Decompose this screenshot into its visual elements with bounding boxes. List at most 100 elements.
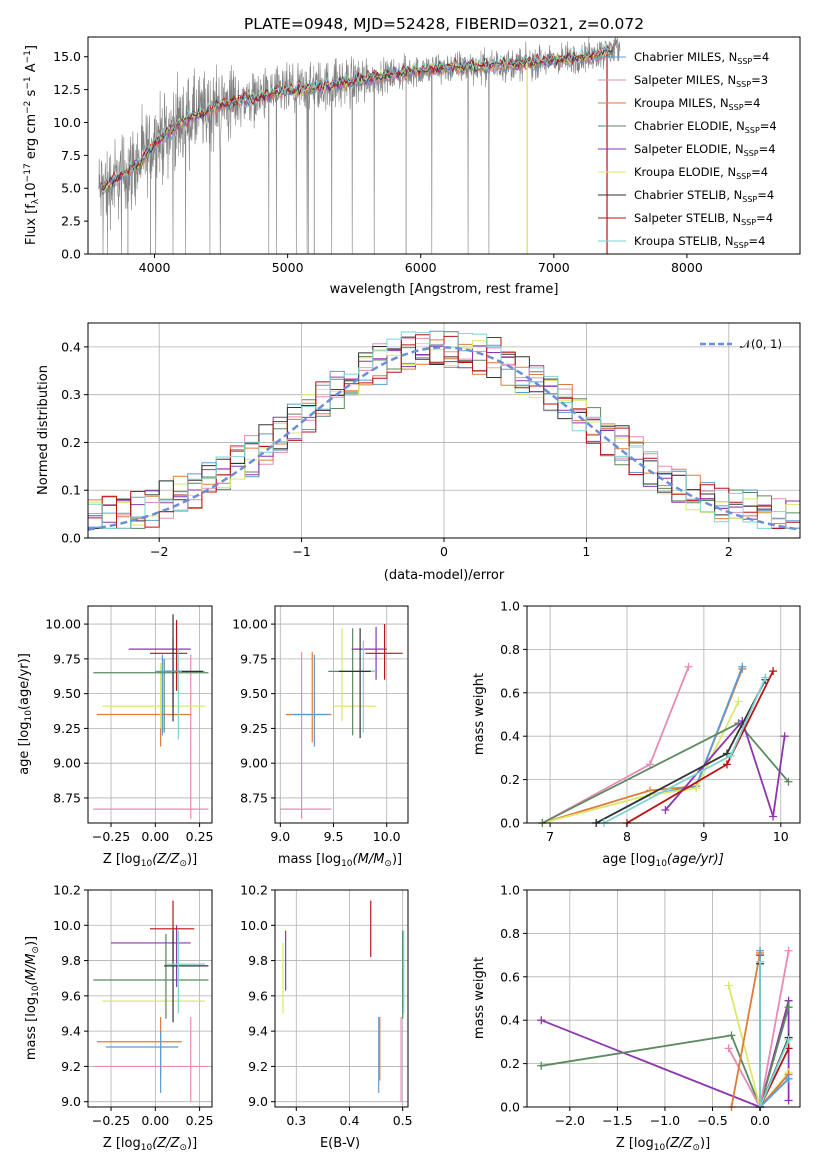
x-tick-label: 8000 <box>671 260 703 275</box>
y-tick-label: 9.4 <box>248 1024 268 1039</box>
weight-marker <box>738 662 747 671</box>
y-tick-label: 15.0 <box>53 49 81 64</box>
residual-histogram <box>88 331 800 529</box>
residual-histogram <box>88 334 800 529</box>
weight-z-panel: −2.0 −1.5 −1.0 −0.5 0.0 0.0 0.2 0.4 0.6 0.8 1.0 Z … <box>472 883 801 1153</box>
weight-marker <box>780 732 789 741</box>
y-tick-label: 0.2 <box>500 772 520 787</box>
y-tick-label: 0.0 <box>61 247 81 262</box>
y-tick-label: 9.2 <box>248 1059 268 1074</box>
x-tick-label: 0.4 <box>340 1113 360 1128</box>
y-tick-label: 9.0 <box>61 1094 81 1109</box>
x-tick-label: 0.00 <box>141 1113 169 1128</box>
y-tick-label: 1.0 <box>500 883 520 898</box>
weight-marker <box>784 1044 793 1053</box>
weight-marker <box>724 1044 733 1053</box>
weight-marker <box>784 946 793 955</box>
x-tick-label: 0.5 <box>393 1113 413 1128</box>
x-tick-label: 0.25 <box>186 829 214 844</box>
weight-z-frame <box>526 889 801 1108</box>
y-tick-label: 0.3 <box>61 387 81 402</box>
legend-entry: Chabrier STELIB, NSSP=4 <box>634 188 774 204</box>
y-tick-label: 9.0 <box>248 1094 268 1109</box>
x-tick-label: −0.25 <box>92 1113 130 1128</box>
x-tick-label: 9 <box>700 829 708 844</box>
x-tick-label: −1.0 <box>650 1113 680 1128</box>
mass-z-panel: −0.25 0.00 0.25 9.0 9.2 9.4 9.6 9.8 10.0 10.2 Z [… <box>24 883 214 1154</box>
weight-marker <box>734 697 743 706</box>
weight-marker <box>646 760 655 769</box>
y-tick-label: 0.6 <box>500 685 520 700</box>
y-tick-label: 8.75 <box>53 790 81 805</box>
mass-z-xlabel: Z [log10(Z/Z⊙)] <box>103 1136 197 1153</box>
x-tick-label: 0.25 <box>186 1113 214 1128</box>
weight-marker <box>784 1096 793 1105</box>
age-mass-xlabel: mass [log10(M/M⊙)] <box>278 852 402 869</box>
age-z-panel: −0.25 0.00 0.25 8.75 9.00 9.25 9.50 9.75 10.00 Z… <box>17 605 214 869</box>
x-tick-label: 10 <box>773 829 789 844</box>
mass-ebv-panel: 0.3 0.4 0.5 9.0 9.2 9.4 9.6 9.8 10.0 10.2 E(B-V) <box>240 883 412 1152</box>
weight-marker <box>756 946 765 955</box>
y-tick-label: 0.0 <box>500 1100 520 1115</box>
weight-z-xlabel: Z [log10(Z/Z⊙)] <box>616 1136 710 1153</box>
x-tick-label: 8 <box>623 829 631 844</box>
y-tick-label: 0.8 <box>500 926 520 941</box>
age-z-xlabel: Z [log10(Z/Z⊙)] <box>103 852 197 869</box>
x-tick-label: −1.5 <box>602 1113 632 1128</box>
x-tick-label: −2.0 <box>555 1113 585 1128</box>
weight-series-line <box>541 1006 790 1110</box>
y-tick-label: 9.00 <box>53 756 81 771</box>
mass-ebv-xlabel: E(B-V) <box>320 1136 360 1151</box>
age-z-ylabel: age [log10(age/yr)] <box>17 653 34 775</box>
weight-marker <box>684 662 693 671</box>
legend-entry: Chabrier ELODIE, NSSP=4 <box>634 119 777 135</box>
weight-marker <box>727 1031 736 1040</box>
y-tick-label: 10.00 <box>232 617 268 632</box>
x-tick-label: −1 <box>292 544 310 559</box>
residual-panel: −2 −1 0 1 2 0.0 0.1 0.2 0.3 0.4 (data-model)/erro… <box>36 322 801 583</box>
y-tick-label: 0.1 <box>61 483 81 498</box>
x-tick-label: 7000 <box>538 260 570 275</box>
y-tick-label: 10.2 <box>240 883 268 898</box>
weight-marker <box>769 667 778 676</box>
x-tick-label: 2 <box>725 544 733 559</box>
y-tick-label: 0.4 <box>61 339 81 354</box>
y-tick-label: 5.0 <box>61 181 81 196</box>
y-tick-label: 9.00 <box>240 756 268 771</box>
legend-entry: Kroupa MILES, NSSP=4 <box>634 96 760 112</box>
y-tick-label: 0.2 <box>61 435 81 450</box>
spectrum-title: PLATE=0948, MJD=52428, FIBERID=0321, z=0… <box>244 15 644 33</box>
x-tick-label: 7 <box>546 829 554 844</box>
weight-marker <box>692 784 701 793</box>
x-tick-label: 5000 <box>272 260 304 275</box>
y-tick-label: 9.50 <box>53 686 81 701</box>
y-tick-label: 9.75 <box>240 651 268 666</box>
mass-z-ylabel: mass [log10(M/M⊙)] <box>24 936 41 1060</box>
y-tick-label: 12.5 <box>53 82 81 97</box>
y-tick-label: 0.8 <box>500 642 520 657</box>
mass-ebv-frame <box>274 889 409 1108</box>
weight-marker <box>724 981 733 990</box>
weight-age-xlabel: age [log10(age/yr)] <box>602 852 724 869</box>
y-tick-label: 9.6 <box>61 988 81 1003</box>
legend-entry: Kroupa STELIB, NSSP=4 <box>634 234 765 250</box>
y-tick-label: 0.4 <box>500 1013 520 1028</box>
residual-xlabel: (data-model)/error <box>384 568 505 583</box>
observed-spectrum <box>98 36 621 255</box>
mass-z-frame <box>87 889 213 1108</box>
residual-ylabel: Normed distribution <box>36 365 51 495</box>
weight-marker <box>756 957 765 966</box>
weight-age-ylabel: mass weight <box>472 673 487 755</box>
x-tick-label: 9.0 <box>270 829 290 844</box>
y-tick-label: 7.5 <box>61 148 81 163</box>
weight-marker <box>784 1035 793 1044</box>
weight-age-frame <box>526 605 801 824</box>
y-tick-label: 9.75 <box>53 651 81 666</box>
weight-marker <box>784 1074 793 1083</box>
y-tick-label: 0.0 <box>61 531 81 546</box>
weight-marker <box>769 812 778 821</box>
y-tick-label: 0.6 <box>500 969 520 984</box>
weight-marker <box>661 805 670 814</box>
y-tick-label: 10.0 <box>240 918 268 933</box>
